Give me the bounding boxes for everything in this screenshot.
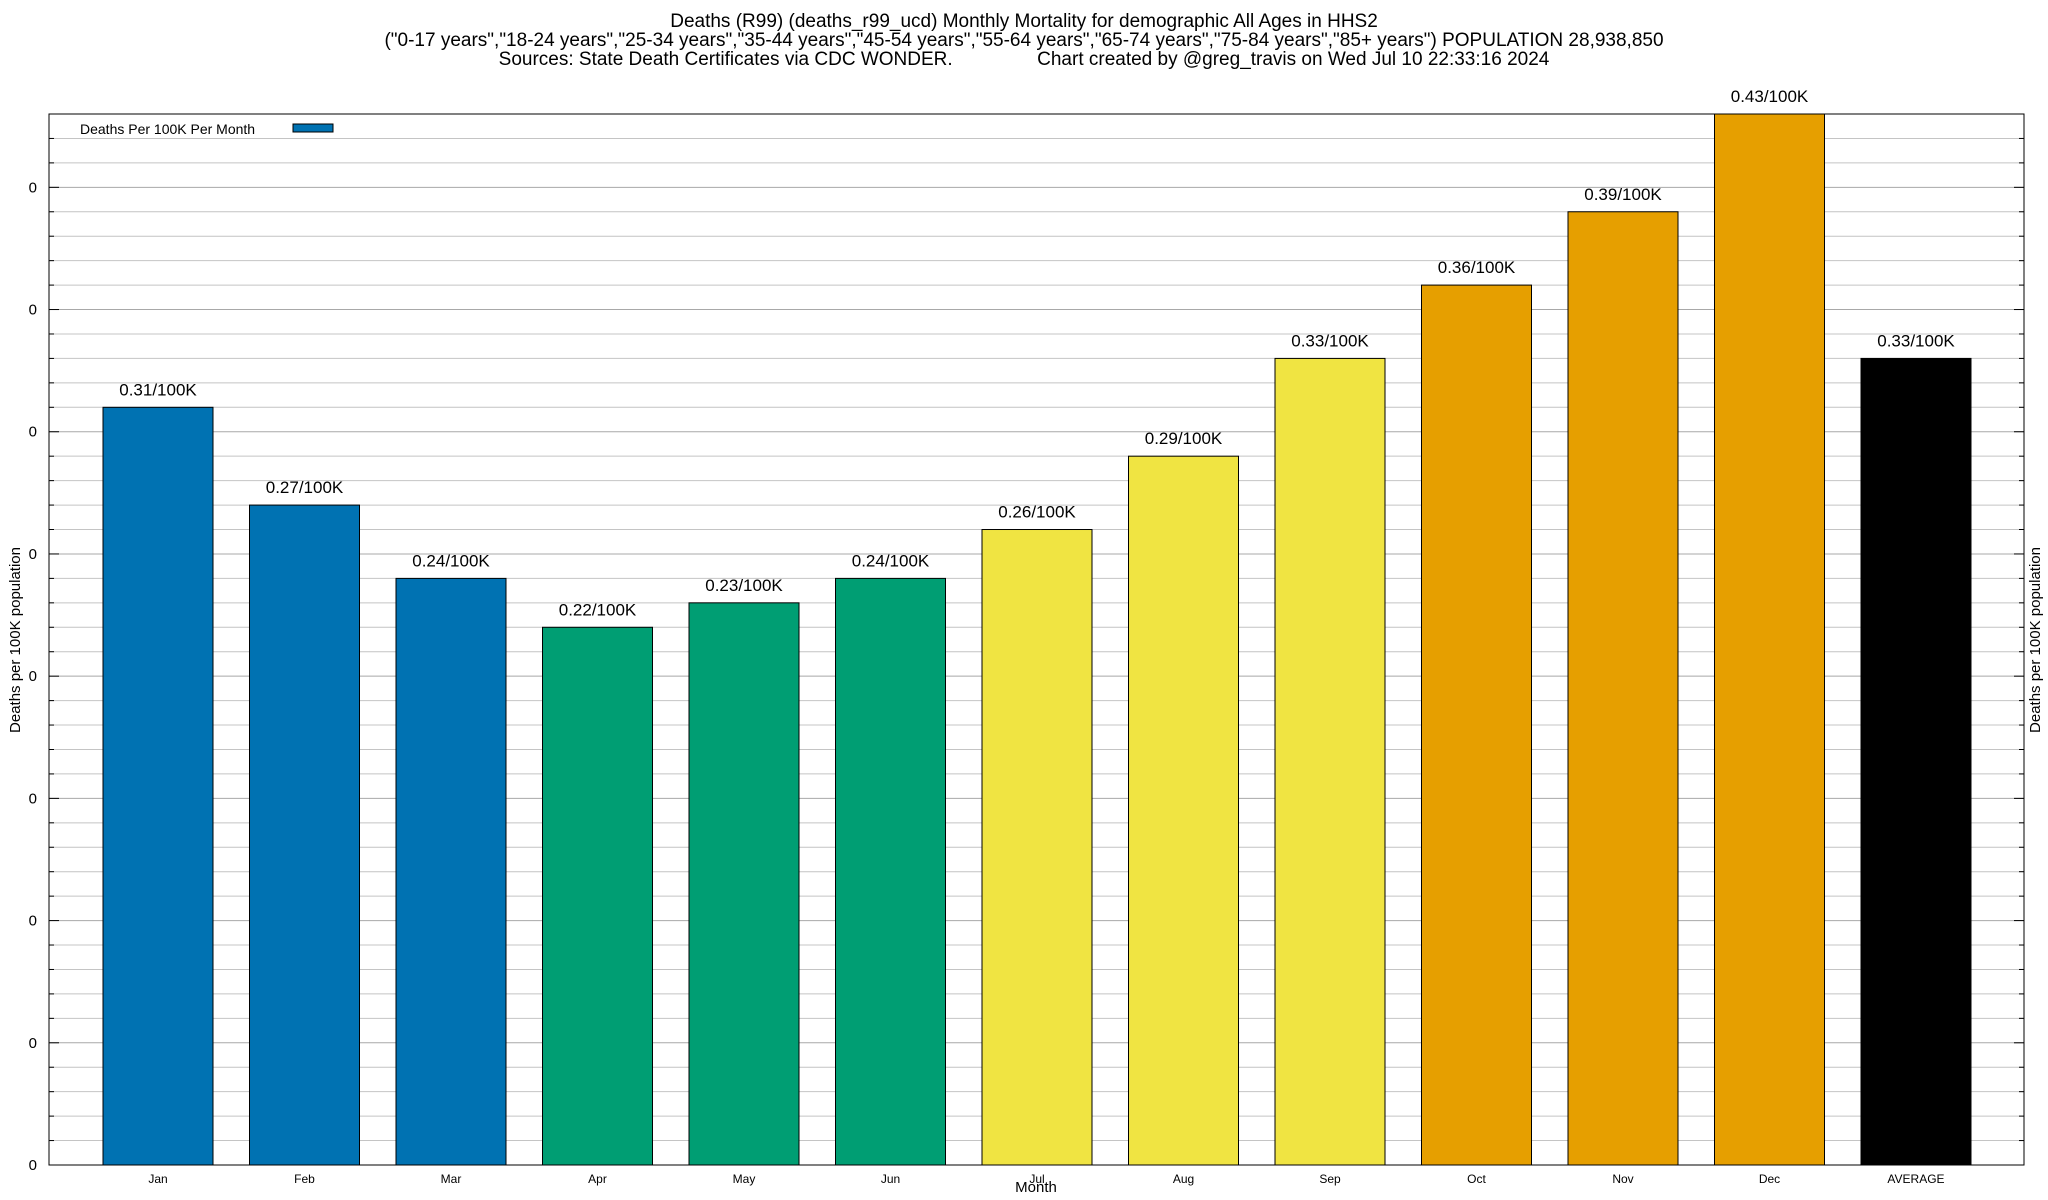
category-label: Nov bbox=[1612, 1172, 1633, 1186]
bar-average bbox=[1860, 357, 1972, 1166]
chart-title: Deaths (R99) (deaths_r99_ucd) Monthly Mo… bbox=[670, 11, 1378, 32]
category-label: Dec bbox=[1759, 1172, 1780, 1186]
bar-data-label: 0.27/100K bbox=[266, 478, 344, 497]
category-label: Jul bbox=[1029, 1172, 1044, 1186]
y-tick-label: 0 bbox=[29, 790, 37, 807]
bar-jun bbox=[835, 577, 946, 1166]
bar-oct bbox=[1421, 284, 1532, 1166]
bar-sep bbox=[1274, 357, 1386, 1166]
y-tick-label: 0 bbox=[29, 668, 37, 685]
bar-data-label: 0.23/100K bbox=[705, 576, 783, 595]
y-tick-label: 0 bbox=[29, 546, 37, 563]
x-axis-title: Month bbox=[1015, 1179, 1057, 1196]
bar-data-label: 0.24/100K bbox=[852, 551, 930, 570]
bars bbox=[102, 113, 1972, 1166]
category-label: AVERAGE bbox=[1887, 1172, 1944, 1186]
bar-jan bbox=[102, 406, 214, 1166]
bar-data-label: 0.43/100K bbox=[1731, 87, 1809, 106]
y-tick-labels: 0 0 0 0 0 0 0 0 0 bbox=[29, 179, 37, 1174]
y-tick-label: 0 bbox=[29, 1035, 37, 1052]
y-tick-label: 0 bbox=[29, 302, 37, 319]
category-label: Mar bbox=[441, 1172, 462, 1186]
bar-data-label: 0.33/100K bbox=[1291, 331, 1369, 350]
bar-jul bbox=[981, 529, 1093, 1166]
bar-may bbox=[688, 602, 800, 1166]
bar-data-label: 0.33/100K bbox=[1877, 331, 1955, 350]
legend-swatch bbox=[292, 123, 334, 133]
bar-mar bbox=[395, 577, 507, 1166]
bar-aug bbox=[1128, 455, 1239, 1166]
y-tick-label: 0 bbox=[29, 179, 37, 196]
bar-data-label: 0.24/100K bbox=[412, 551, 490, 570]
legend-label: Deaths Per 100K Per Month bbox=[80, 121, 255, 137]
bar-feb bbox=[249, 504, 360, 1166]
category-label: Jun bbox=[881, 1172, 900, 1186]
category-labels: Jan Feb Mar Apr May Jun Jul Aug Sep Oct Nov Dec AVER… bbox=[148, 1172, 1944, 1186]
bar-data-labels: 0.31/100K 0.27/100K 0.24/100K 0.22/100K 0.23… bbox=[119, 87, 1955, 619]
bar-dec bbox=[1714, 113, 1825, 1166]
category-label: Oct bbox=[1467, 1172, 1486, 1186]
y-tick-label: 0 bbox=[29, 1157, 37, 1174]
bar-nov bbox=[1567, 211, 1679, 1166]
category-label: Apr bbox=[588, 1172, 607, 1186]
bar-data-label: 0.22/100K bbox=[559, 600, 637, 619]
bar-data-label: 0.31/100K bbox=[119, 380, 197, 399]
y2-axis-title: Deaths per 100K population bbox=[2027, 547, 2044, 733]
y-axis-title: Deaths per 100K population bbox=[7, 547, 24, 733]
bar-data-label: 0.26/100K bbox=[998, 503, 1076, 522]
chart-title-block: Deaths (R99) (deaths_r99_ucd) Monthly Mo… bbox=[0, 12, 2048, 69]
chart-credit: Chart created by @greg_travis on Wed Jul… bbox=[1037, 49, 1550, 70]
category-label: May bbox=[733, 1172, 756, 1186]
chart-sources-line: Sources: State Death Certificates via CD… bbox=[0, 50, 2048, 69]
chart-sources: Sources: State Death Certificates via CD… bbox=[498, 49, 953, 70]
y-tick-label: 0 bbox=[29, 913, 37, 930]
category-label: Jan bbox=[148, 1172, 167, 1186]
y-tick-label: 0 bbox=[29, 424, 37, 441]
legend: Deaths Per 100K Per Month bbox=[80, 121, 334, 137]
plot-frame bbox=[48, 113, 2025, 1166]
category-label: Feb bbox=[294, 1172, 315, 1186]
bar-data-label: 0.36/100K bbox=[1438, 258, 1516, 277]
bar-data-label: 0.39/100K bbox=[1584, 185, 1662, 204]
chart-subtitle: ("0-17 years","18-24 years","25-34 years… bbox=[384, 30, 1664, 51]
bar-data-label: 0.29/100K bbox=[1145, 429, 1223, 448]
bar-apr bbox=[542, 626, 653, 1166]
category-label: Sep bbox=[1319, 1172, 1341, 1186]
category-label: Aug bbox=[1173, 1172, 1194, 1186]
